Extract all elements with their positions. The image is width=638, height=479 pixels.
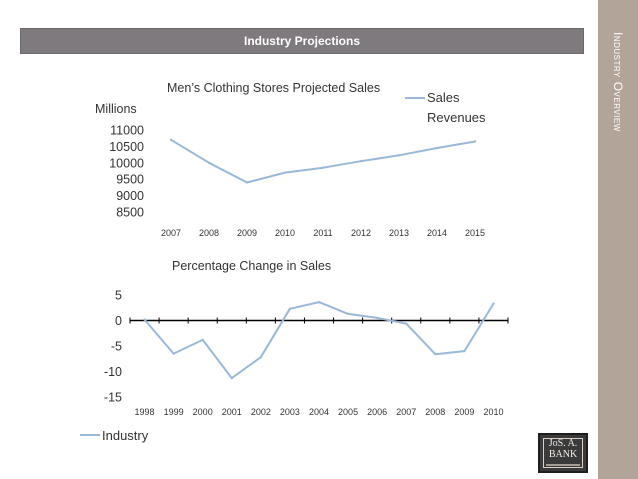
logo-frame bbox=[543, 438, 583, 468]
side-title: Industry Overview bbox=[611, 32, 625, 132]
y-tick-label: -5 bbox=[111, 340, 122, 354]
percentage-change-chart: Percentage Change in Sales -15 -10 -5 0 5 1998… bbox=[80, 259, 509, 443]
data-point bbox=[288, 307, 292, 310]
data-point bbox=[143, 318, 146, 321]
x-tick-label: 2007 bbox=[161, 228, 181, 238]
x-tick-label: 2007 bbox=[396, 407, 416, 417]
y-tick-label: 8500 bbox=[116, 206, 144, 220]
y-tick-label: 9000 bbox=[116, 189, 144, 203]
data-point bbox=[346, 312, 350, 316]
y-tick-label: 5 bbox=[115, 289, 122, 303]
legend-label: Industry bbox=[102, 428, 149, 443]
data-point bbox=[359, 159, 363, 163]
data-point bbox=[492, 302, 495, 305]
x-tick-label: 2008 bbox=[425, 407, 445, 417]
data-point bbox=[317, 300, 321, 304]
data-point bbox=[172, 352, 175, 355]
header-title: Industry Projections bbox=[243, 34, 361, 48]
x-tick-label: 2009 bbox=[237, 228, 257, 238]
y-tick-label: 9500 bbox=[116, 173, 144, 187]
y-tick-label: 10500 bbox=[109, 140, 144, 154]
data-point bbox=[321, 166, 325, 169]
logo-rule bbox=[546, 464, 580, 466]
x-tick-label: 2003 bbox=[280, 407, 300, 417]
data-point bbox=[169, 138, 173, 142]
series-line bbox=[143, 301, 495, 380]
data-point bbox=[463, 349, 466, 353]
x-tick-label: 2006 bbox=[367, 407, 387, 417]
data-point bbox=[283, 171, 287, 174]
x-tick-label: 2010 bbox=[275, 228, 295, 238]
y-tick-label: 11000 bbox=[110, 124, 144, 138]
data-point bbox=[473, 140, 477, 143]
chart-title: Percentage Change in Sales bbox=[172, 259, 331, 273]
x-tick-label: 2010 bbox=[483, 407, 503, 417]
x-tick-label: 2012 bbox=[351, 228, 371, 238]
x-tick-label: 2000 bbox=[193, 407, 213, 417]
legend-label: Sales bbox=[427, 90, 460, 105]
data-point bbox=[245, 181, 249, 184]
x-tick-label: 2009 bbox=[454, 407, 474, 417]
legend-label: Revenues bbox=[427, 110, 486, 125]
x-tick-label: 2004 bbox=[309, 407, 329, 417]
data-point bbox=[201, 338, 204, 342]
data-point bbox=[230, 376, 233, 380]
data-point bbox=[405, 322, 408, 325]
logo-wordmark: JoS. A. BANK bbox=[548, 438, 578, 460]
x-tick-label: 2001 bbox=[222, 407, 242, 417]
x-tick-label: 2008 bbox=[199, 228, 219, 238]
jos-a-bank-logo: JoS. A. BANK bbox=[538, 433, 588, 473]
x-tick-label: 2013 bbox=[389, 228, 409, 238]
x-tick-label: 1998 bbox=[135, 407, 155, 417]
x-tick-label: 2015 bbox=[465, 228, 485, 238]
y-tick-label: -15 bbox=[104, 391, 122, 405]
chart-title: Men’s Clothing Stores Projected Sales bbox=[167, 81, 380, 95]
data-point bbox=[434, 352, 437, 356]
x-tick-label: 2014 bbox=[427, 228, 447, 238]
y-tick-label: 10000 bbox=[109, 156, 144, 170]
data-point bbox=[375, 316, 379, 320]
side-bar bbox=[598, 0, 638, 479]
data-point bbox=[397, 154, 401, 157]
data-point bbox=[207, 161, 211, 164]
projected-sales-chart: Men’s Clothing Stores Projected Sales Mil… bbox=[95, 81, 486, 238]
x-tick-label: 2011 bbox=[313, 228, 332, 238]
data-point bbox=[435, 146, 439, 150]
x-tick-label: 1999 bbox=[164, 407, 184, 417]
y-tick-label: -10 bbox=[104, 365, 122, 379]
y-axis-label: Millions bbox=[95, 102, 137, 116]
x-tick-label: 2005 bbox=[338, 407, 358, 417]
x-tick-label: 2002 bbox=[251, 407, 271, 417]
y-tick-label: 0 bbox=[115, 314, 122, 328]
header-bar: Industry Projections bbox=[20, 28, 584, 54]
data-point bbox=[259, 356, 263, 359]
